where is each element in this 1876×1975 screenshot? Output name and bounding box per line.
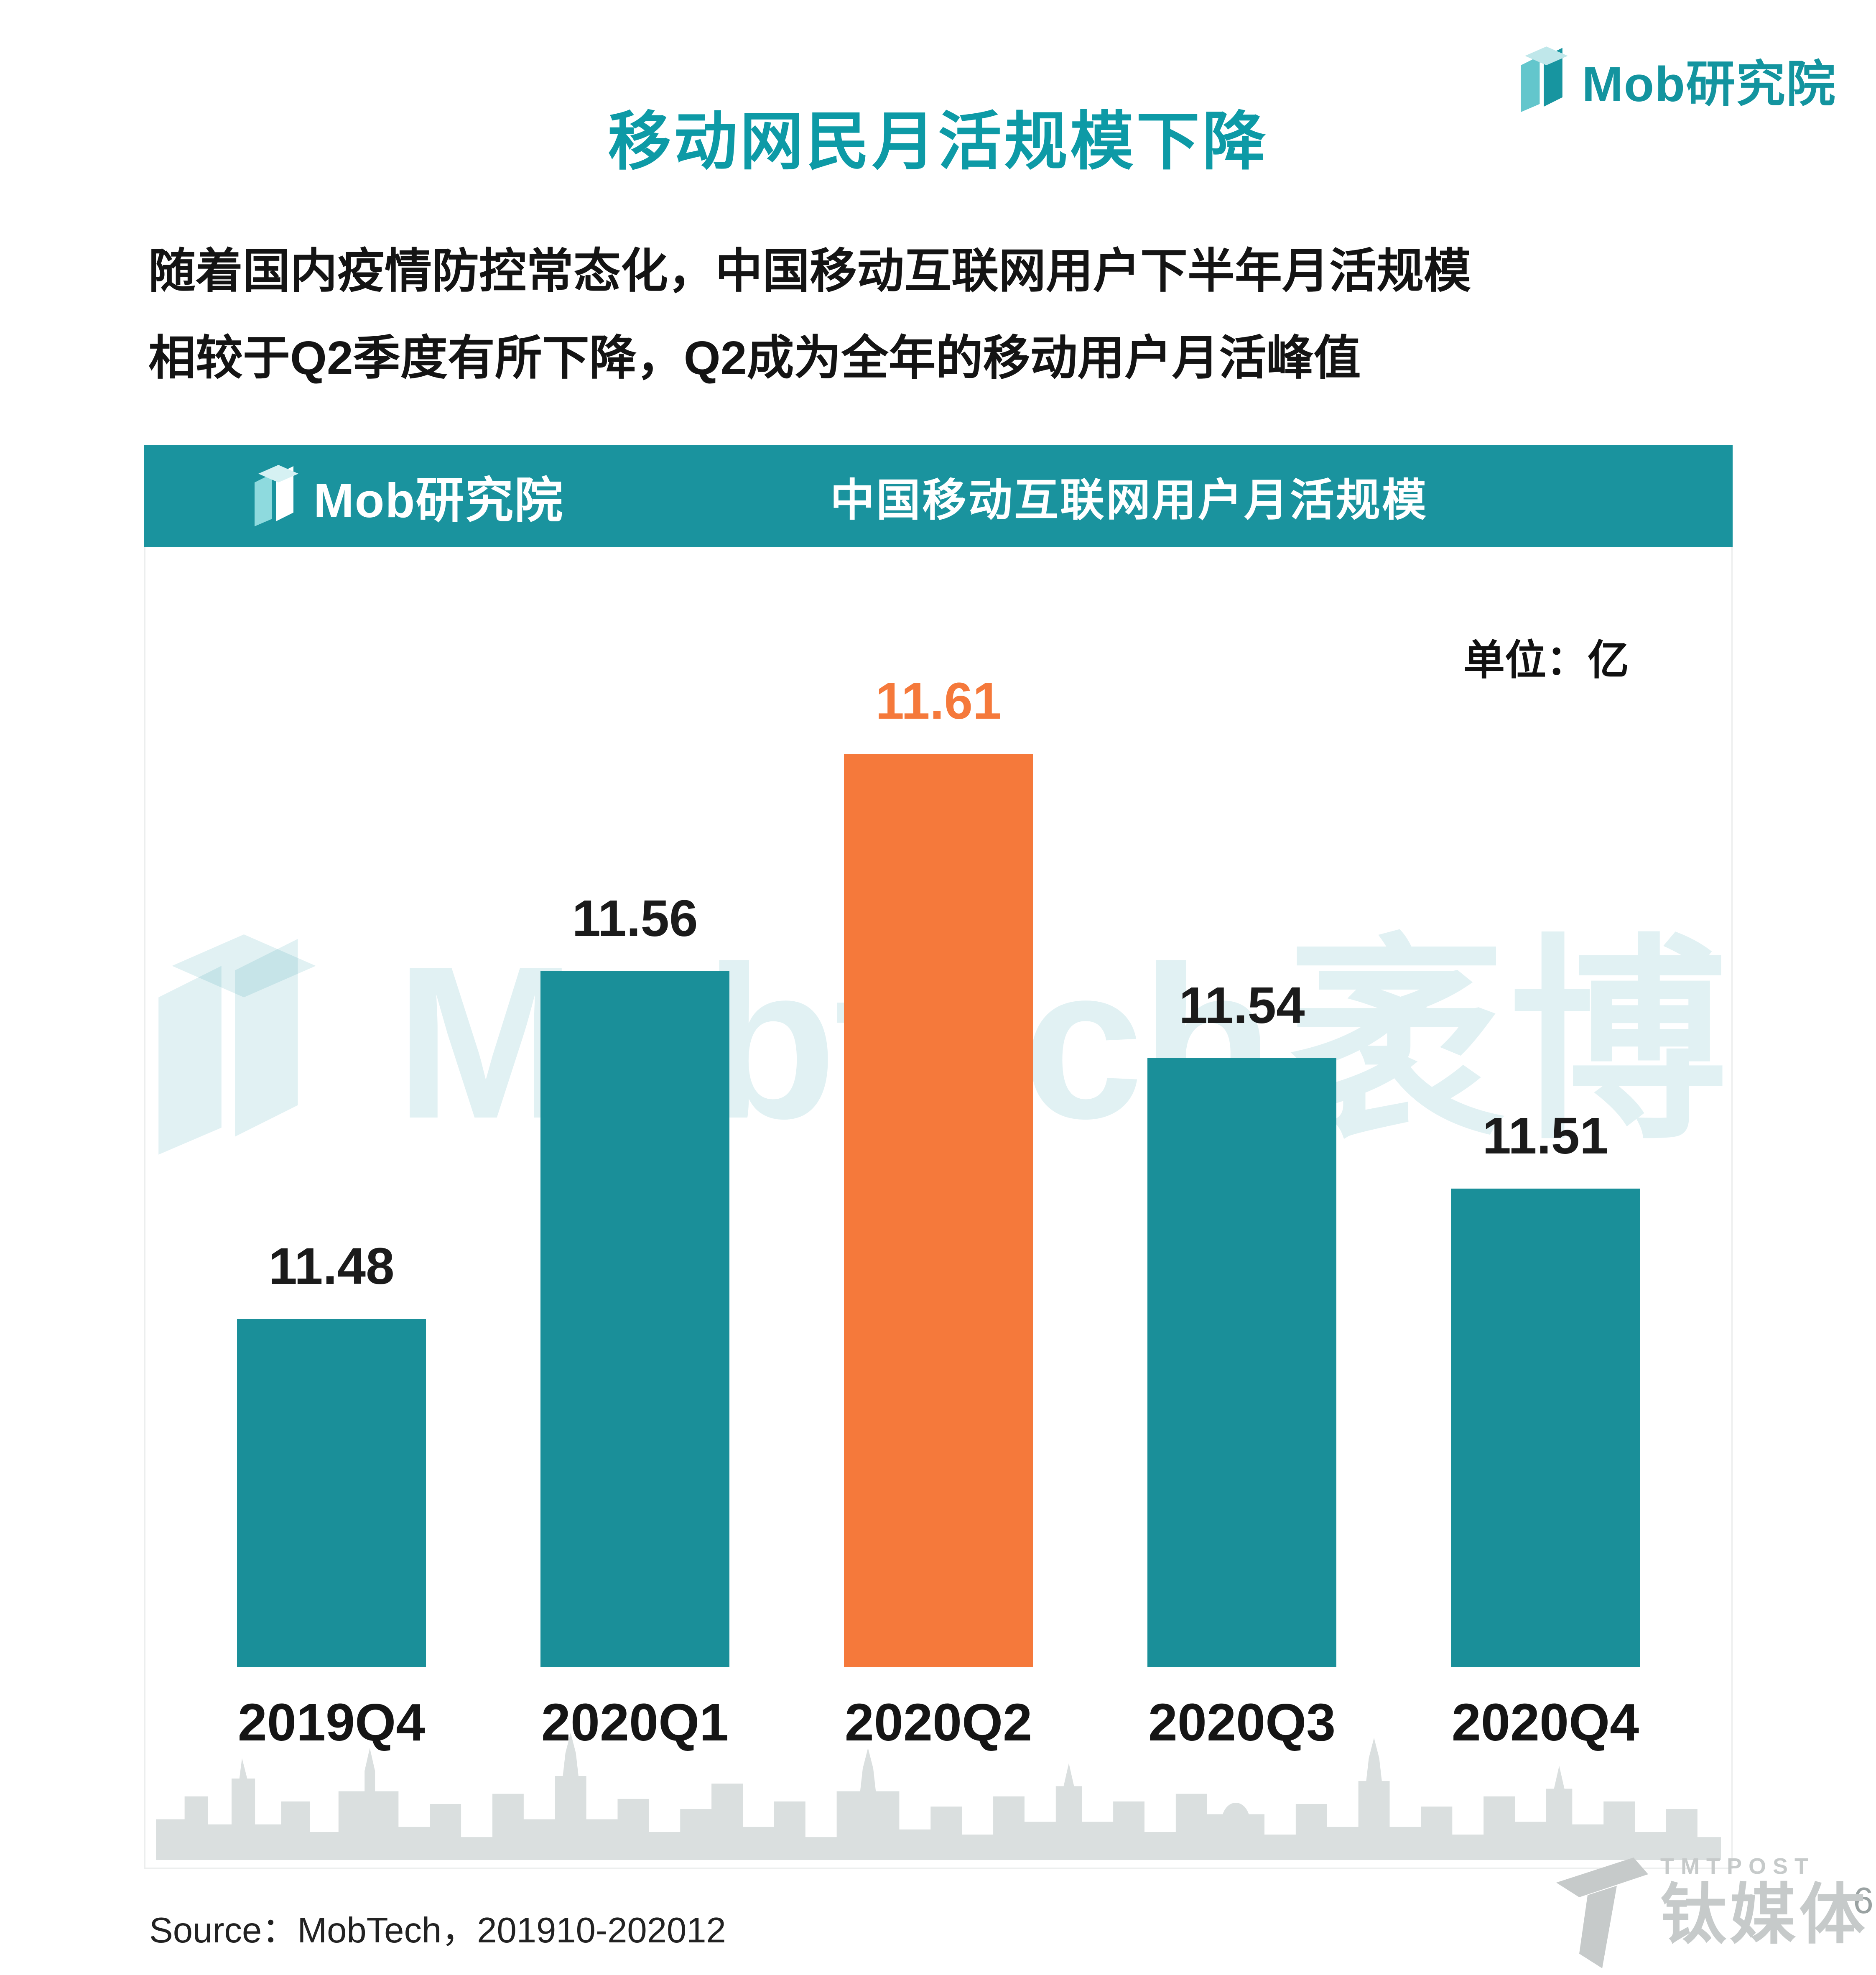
mob-logo: Mob研究院 xyxy=(1517,44,1836,115)
bar-value-label: 11.56 xyxy=(572,890,698,947)
bar-column-2020Q2: 11.61 2020Q2 xyxy=(787,580,1090,1752)
tmtpost-watermark: TMTPOST 钛媒体 xyxy=(1550,1845,1868,1972)
bar-value-label: 11.54 xyxy=(1179,977,1305,1034)
subtitle: 随着国内疫情防控常态化，中国移动互联网用户下半年月活规模 相较于Q2季度有所下降… xyxy=(148,228,1751,402)
bar-chart: 11.48 2019Q4 11.56 2020Q1 11.61 2020Q2 11.54 20… xyxy=(180,580,1697,1752)
bar xyxy=(1147,1058,1336,1667)
bar-column-2020Q1: 11.56 2020Q1 xyxy=(483,580,787,1752)
chart-card: Mob研究院 中国移动互联网用户月活规模 单位：亿 11.48 2019Q4 11.… xyxy=(144,445,1733,1869)
mob-logo-text: Mob研究院 xyxy=(1582,44,1836,115)
tmtpost-icon xyxy=(1550,1845,1654,1972)
bar xyxy=(540,971,729,1667)
category-label: 2019Q4 xyxy=(237,1693,426,1752)
category-label: 2020Q2 xyxy=(844,1693,1032,1752)
chart-card-header: Mob研究院 中国移动互联网用户月活规模 xyxy=(144,445,1733,547)
category-label: 2020Q3 xyxy=(1148,1693,1336,1752)
mob-logo-cn: 研究院 xyxy=(415,473,564,528)
mob-logo-text: Mob研究院 xyxy=(314,461,563,531)
bar-column-2020Q3: 11.54 2020Q3 xyxy=(1090,580,1394,1752)
bar xyxy=(1451,1189,1640,1667)
bar-value-label: 11.48 xyxy=(268,1238,395,1295)
bar-value-label: 11.51 xyxy=(1482,1107,1608,1165)
subtitle-line-2: 相较于Q2季度有所下降，Q2成为全年的移动用户月活峰值 xyxy=(148,331,1361,384)
mob-logo-en: Mob xyxy=(314,473,416,528)
subtitle-line-1: 随着国内疫情防控常态化，中国移动互联网用户下半年月活规模 xyxy=(148,245,1471,297)
bar-value-label: 11.61 xyxy=(875,673,1002,730)
tmtpost-en: TMTPOST xyxy=(1660,1854,1815,1879)
unit-label: 单位：亿 xyxy=(1463,637,1629,683)
page-number: 6 xyxy=(1853,1880,1873,1921)
bar-column-2019Q4: 11.48 2019Q4 xyxy=(180,580,483,1752)
category-label: 2020Q4 xyxy=(1451,1693,1639,1752)
mob-logo-cn: 研究院 xyxy=(1685,57,1836,112)
mob-logo-white: Mob研究院 xyxy=(251,461,563,531)
tmtpost-cn: 钛媒体 xyxy=(1660,1878,1868,1952)
bar xyxy=(844,754,1033,1667)
mob-logo-en: Mob xyxy=(1582,57,1686,112)
skyline-silhouette xyxy=(156,1720,1721,1860)
category-label: 2020Q1 xyxy=(541,1693,729,1752)
bar-column-2020Q4: 11.51 2020Q4 xyxy=(1394,580,1697,1752)
page-title: 移动网民月活规模下降 xyxy=(608,106,1268,177)
source-note: Source：MobTech，201910-202012 xyxy=(149,1911,726,1950)
mob-building-icon xyxy=(251,464,301,528)
mob-building-icon xyxy=(1517,45,1570,114)
bar xyxy=(237,1319,426,1667)
chart-title: 中国移动互联网用户月活规模 xyxy=(830,475,1428,525)
